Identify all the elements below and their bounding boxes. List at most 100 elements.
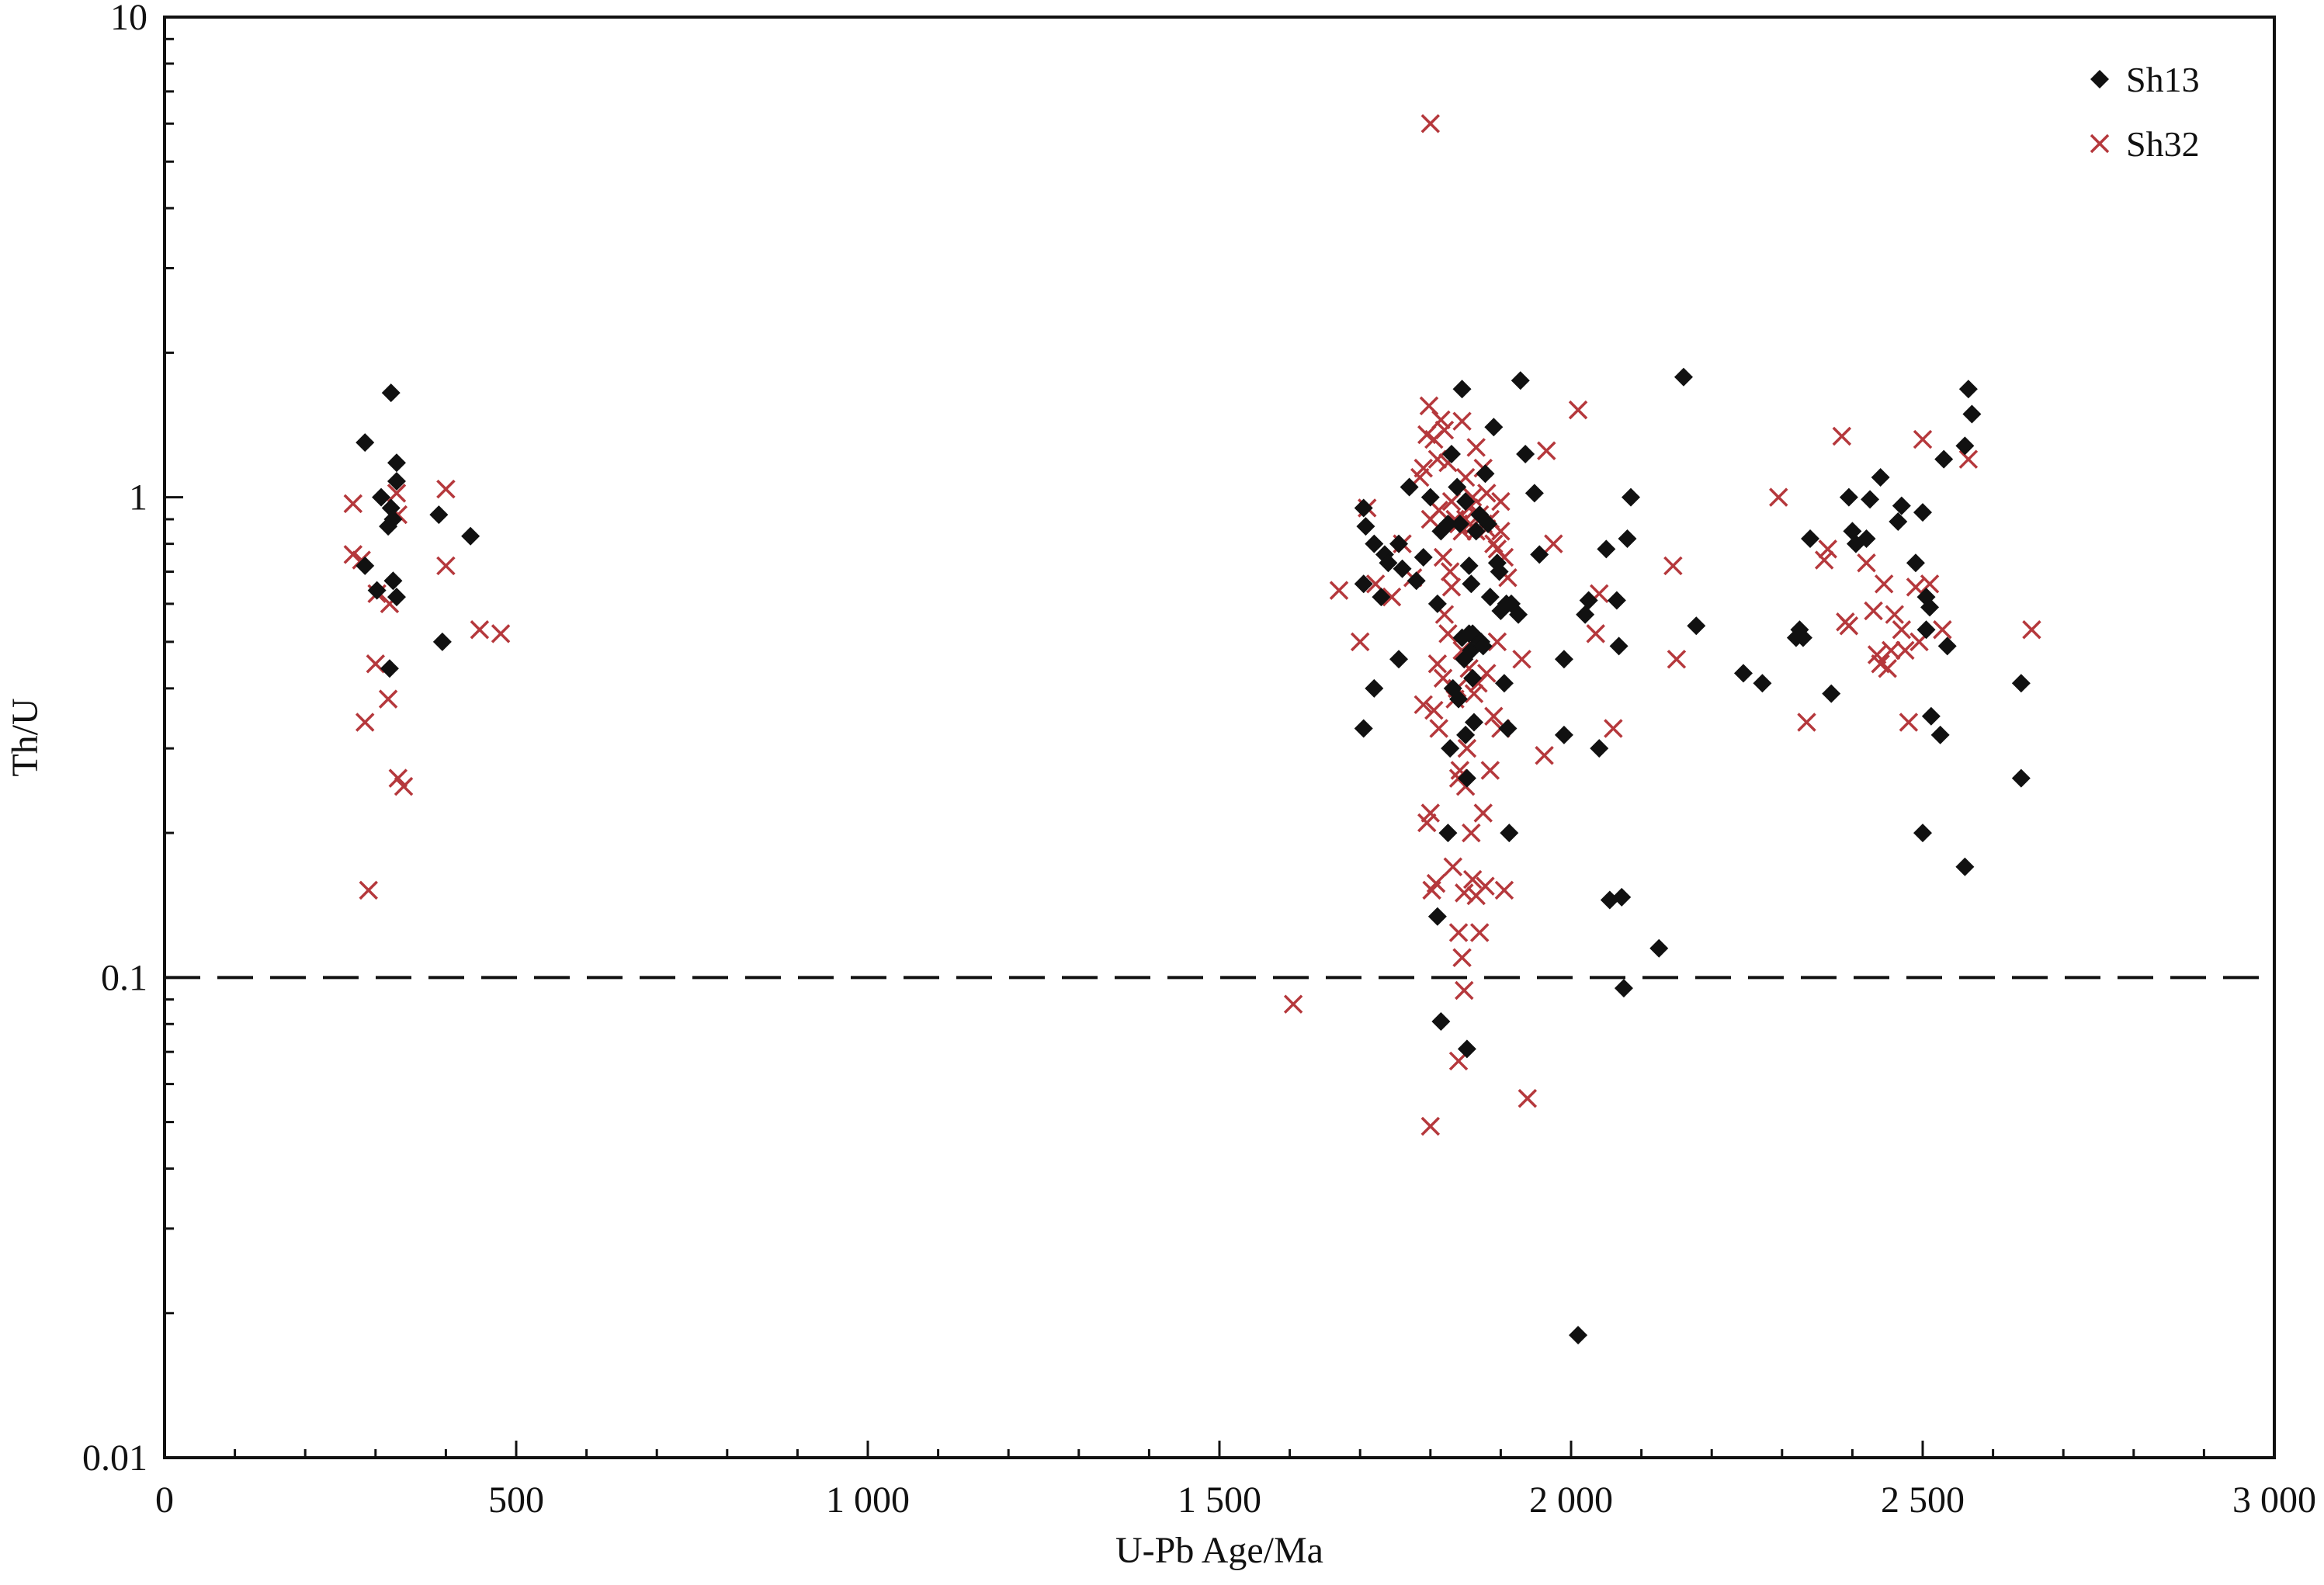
sh13-point <box>1449 689 1469 709</box>
sh13-point <box>372 487 391 507</box>
sh32-point <box>1424 700 1444 720</box>
sh32-point <box>1452 411 1472 431</box>
sh32-point <box>1857 553 1876 573</box>
legend: Sh13 Sh32 <box>2090 60 2200 164</box>
sh13-point <box>379 517 398 536</box>
sh13-point <box>1801 529 1820 548</box>
sh13-point <box>1530 545 1549 564</box>
sh32-point <box>470 620 490 640</box>
sh32-point <box>1448 923 1469 942</box>
sh32-point <box>1429 719 1448 738</box>
sh13-point <box>1413 547 1433 567</box>
sh13-point <box>1576 605 1595 624</box>
sh32-point <box>1920 574 1940 594</box>
sh32-point <box>1438 624 1458 643</box>
sh32-point <box>1604 719 1623 738</box>
sh13-point <box>1612 887 1632 907</box>
sh32-point <box>1443 857 1463 876</box>
sh13-point <box>1427 907 1447 926</box>
legend-label-sh13: Sh13 <box>2126 60 2200 99</box>
legend-marker-sh32 <box>2090 134 2110 154</box>
sh32-point <box>1455 883 1474 903</box>
sh32-point <box>1913 429 1933 449</box>
sh13-point <box>1930 725 1950 744</box>
sh13-point <box>1459 556 1479 575</box>
sh32-point <box>1769 487 1788 507</box>
sh13-point <box>1955 436 1975 456</box>
sh13-point <box>1955 857 1975 876</box>
sh32-point <box>436 479 456 499</box>
sh32-point <box>1586 624 1605 643</box>
sh13-point <box>461 526 480 546</box>
sh32-point <box>1455 980 1474 1001</box>
sh13-point <box>1354 574 1373 594</box>
sh32-point <box>1544 534 1563 553</box>
sh32-point <box>1350 632 1370 652</box>
sh13-point <box>1500 824 1519 843</box>
sh32-point <box>1420 803 1441 823</box>
sh32-point <box>1382 587 1402 607</box>
sh13-point <box>1484 418 1504 437</box>
sh13-point <box>1913 824 1932 843</box>
sh13-point <box>1753 674 1772 693</box>
sh32-point <box>1429 501 1448 520</box>
sh13-point <box>1614 979 1633 998</box>
sh13-point <box>1618 529 1637 548</box>
sh13-point <box>1452 380 1472 399</box>
sh32-point <box>1487 632 1507 652</box>
sh13-point <box>1857 529 1876 548</box>
sh13-point <box>1462 574 1481 594</box>
sh13-point <box>1438 824 1458 843</box>
sh13-point <box>1861 490 1880 509</box>
sh32-point <box>1419 396 1439 416</box>
sh32-point <box>1434 420 1455 440</box>
sh13-point <box>1597 539 1616 559</box>
sh13-point <box>1450 515 1469 534</box>
sh13-point <box>1839 487 1858 507</box>
sh32-point <box>1874 574 1894 594</box>
sh13-point <box>1407 571 1426 591</box>
sh13-point <box>1354 719 1373 738</box>
sh32-point <box>1535 746 1554 765</box>
sh32-point <box>1469 923 1490 942</box>
sh32-point <box>1518 1088 1538 1108</box>
sh32-point <box>1457 738 1477 758</box>
sh13-point <box>2011 768 2031 788</box>
sh32-point <box>436 556 456 576</box>
sh13-point <box>1906 553 1925 573</box>
sh32-point <box>1899 713 1919 732</box>
sh13-point <box>1934 449 1954 469</box>
sh32-point <box>1818 539 1837 559</box>
sh32-point <box>388 768 408 788</box>
x-tick-label: 2 500 <box>1881 1479 1965 1521</box>
sh13-point <box>1463 668 1483 688</box>
sh32-point <box>2022 620 2041 640</box>
sh13-point <box>1490 562 1509 581</box>
y-axis-ticks: 0.01 0.1 1 10 <box>82 0 183 1479</box>
plot-frame <box>163 16 2276 1459</box>
sh32-point <box>1440 562 1460 581</box>
sh13-point <box>1498 719 1518 738</box>
sh13-point <box>1354 498 1373 518</box>
sh13-point <box>1480 588 1500 607</box>
sh13-point <box>1793 628 1812 647</box>
legend-label-sh32: Sh32 <box>2126 124 2200 164</box>
sh13-point <box>1674 367 1693 387</box>
sh32-point <box>1441 577 1462 597</box>
y-tick-label: 10 <box>110 0 147 38</box>
sh32-point <box>1667 650 1687 669</box>
sh13-point <box>1916 620 1936 640</box>
sh32-point <box>1878 659 1897 678</box>
sh13-point <box>1524 484 1544 503</box>
x-axis-title: U-Pb Age/Ma <box>1115 1530 1323 1571</box>
sh32-point <box>1491 491 1511 512</box>
sh13-point <box>1649 938 1669 958</box>
sh32-point <box>1413 458 1433 478</box>
sh32-point <box>1832 426 1852 446</box>
sh32-point <box>1476 876 1495 896</box>
y-tick-label: 0.1 <box>101 957 147 998</box>
legend-marker-sh13 <box>2090 70 2109 88</box>
sh13-point <box>1456 492 1476 512</box>
